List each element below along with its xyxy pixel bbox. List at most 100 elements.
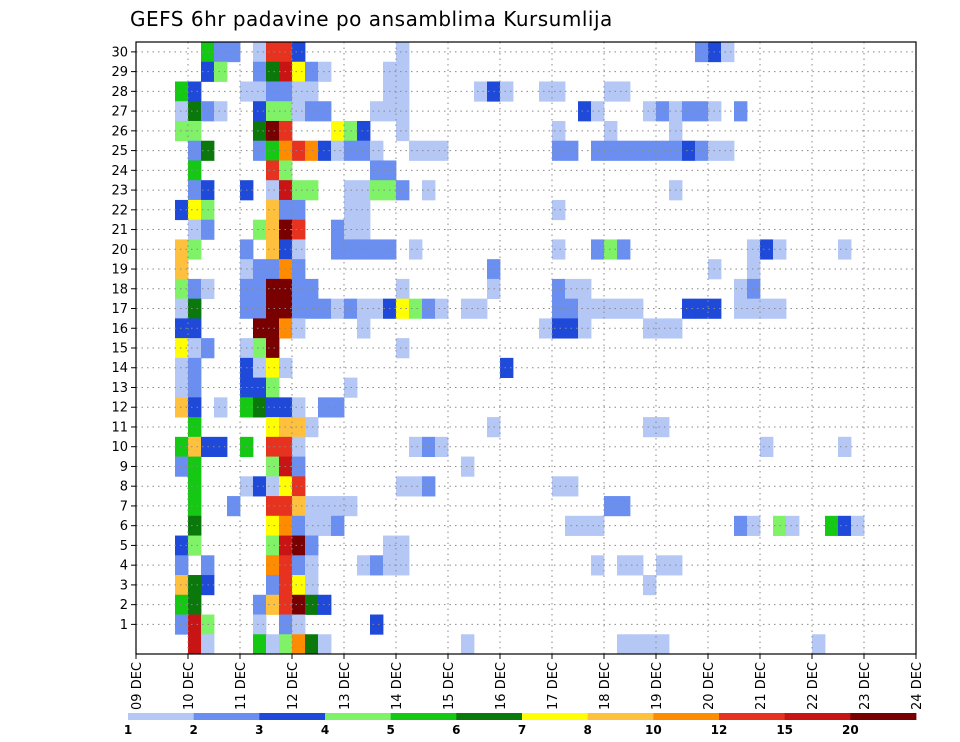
heatmap-cell: [331, 219, 345, 240]
x-tick-label: 15 DEC: [442, 662, 457, 710]
heatmap-cell: [253, 476, 267, 497]
heatmap-cell: [396, 120, 410, 142]
heatmap-cell: [305, 61, 319, 82]
heatmap-cell: [604, 120, 618, 142]
heatmap-cell: [305, 417, 319, 438]
heatmap-cell: [201, 634, 215, 655]
heatmap-cell: [253, 338, 267, 359]
colorbar-label: 6: [452, 723, 460, 737]
heatmap-cell: [292, 199, 306, 221]
heatmap-cell: [591, 101, 605, 122]
heatmap-cell: [253, 81, 267, 102]
y-tick-label: 3: [120, 578, 128, 593]
x-tick-label: 20 DEC: [702, 662, 717, 710]
heatmap-cell: [214, 397, 228, 418]
heatmap-cell: [292, 101, 306, 122]
heatmap-cell: [552, 81, 566, 102]
heatmap-cell: [435, 140, 449, 161]
colorbar-swatch: [850, 713, 917, 720]
x-tick-label: 09 DEC: [130, 662, 145, 710]
heatmap-cell: [357, 140, 371, 161]
colorbar-label: 5: [386, 723, 394, 737]
x-tick-label: 19 DEC: [650, 662, 665, 710]
colorbar-label: 15: [776, 723, 793, 737]
heatmap-cell: [552, 199, 566, 221]
heatmap-cell: [643, 634, 657, 655]
heatmap-cell: [266, 594, 280, 615]
y-tick-label: 22: [111, 203, 128, 218]
x-tick-label: 24 DEC: [910, 662, 925, 710]
heatmap-cell: [318, 61, 332, 82]
heatmap-cell: [760, 298, 774, 319]
heatmap-cell: [214, 61, 228, 82]
heatmap-cell: [266, 417, 280, 438]
heatmap-cell: [747, 298, 761, 319]
x-tick-label: 23 DEC: [858, 662, 873, 710]
heatmap-cell: [292, 436, 306, 457]
chart-title: GEFS 6hr padavine po ansamblima Kursumli…: [130, 7, 613, 31]
heatmap-cell: [357, 555, 371, 576]
heatmap-cell: [253, 298, 267, 319]
x-tick-label: 16 DEC: [494, 662, 509, 710]
heatmap-cell: [552, 239, 566, 260]
heatmap-cell: [266, 377, 280, 398]
x-tick-label: 21 DEC: [754, 662, 769, 710]
heatmap-cell: [591, 239, 605, 260]
heatmap-cell: [175, 81, 189, 102]
heatmap-cell: [175, 436, 189, 457]
heatmap-cell: [188, 318, 202, 339]
heatmap-cell: [409, 298, 423, 319]
heatmap-cell: [266, 496, 280, 517]
x-tick-label: 11 DEC: [234, 662, 249, 710]
y-tick-label: 2: [120, 598, 128, 613]
heatmap-cell: [591, 298, 605, 319]
heatmap-cell: [266, 535, 280, 556]
heatmap-cell: [266, 219, 280, 240]
heatmap-cell: [175, 555, 189, 576]
heatmap-cell: [396, 338, 410, 359]
heatmap-cell: [305, 140, 319, 161]
y-tick-label: 11: [111, 420, 128, 435]
heatmap-cell: [175, 101, 189, 122]
heatmap-cell: [331, 515, 345, 536]
colorbar-swatch: [784, 713, 851, 720]
heatmap-cell: [656, 101, 670, 122]
heatmap-cell: [396, 298, 410, 319]
heatmap-cell: [331, 397, 345, 418]
heatmap-cell: [656, 634, 670, 655]
heatmap-cell: [578, 298, 592, 319]
heatmap-cell: [370, 101, 384, 122]
heatmap-cell: [266, 81, 280, 102]
colorbar-label: 4: [321, 723, 329, 737]
heatmap-cell: [188, 81, 202, 102]
heatmap-cell: [578, 278, 592, 300]
x-axis: 09 DEC 10 DEC 11 DEC 12 DEC 13 DEC 14 DEC 15 D…: [130, 654, 925, 710]
heatmap-cell: [175, 239, 189, 260]
heatmap-cell: [175, 199, 189, 221]
colorbar-swatch: [587, 713, 654, 720]
heatmap-cell: [188, 160, 202, 181]
y-tick-label: 13: [111, 381, 128, 396]
colorbar-swatch: [653, 713, 720, 720]
colorbar-swatch: [325, 713, 392, 720]
heatmap-cell: [292, 61, 306, 82]
heatmap-cell: [214, 101, 228, 122]
colorbar-label: 12: [711, 723, 728, 737]
heatmap-cell: [357, 219, 371, 240]
heatmap-cell: [253, 634, 267, 655]
heatmap-cell: [266, 239, 280, 260]
y-tick-label: 19: [111, 263, 128, 278]
heatmap-cell: [760, 436, 774, 457]
heatmap-cell: [253, 101, 267, 122]
heatmap-cell: [318, 496, 332, 517]
heatmap-cell: [266, 61, 280, 82]
heatmap-cell: [292, 180, 306, 201]
heatmap-cell: [253, 594, 267, 615]
heatmap-cell: [227, 42, 241, 63]
heatmap-cell: [253, 42, 267, 63]
heatmap-cell: [461, 456, 475, 477]
heatmap-cell: [305, 575, 319, 596]
heatmap-cell: [214, 436, 228, 457]
y-tick-label: 17: [111, 302, 128, 317]
heatmap-cell: [578, 318, 592, 339]
